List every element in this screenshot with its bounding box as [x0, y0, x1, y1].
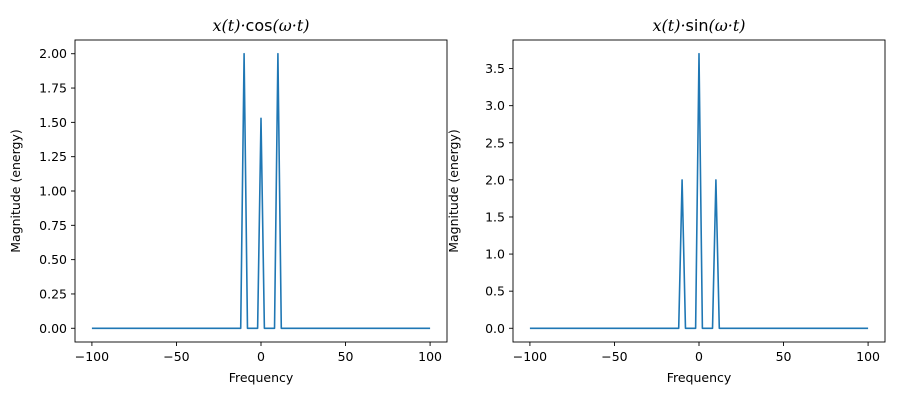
chart-title: x(t)·cos(ω·t): [213, 16, 310, 35]
y-tick-label: 0.50: [39, 252, 67, 267]
y-tick-label: 0.0: [485, 321, 505, 336]
series-line: [91, 52, 431, 330]
chart-panel-1: −100 −50 0 50 100 0.00 0.25 0.50 0.75 1.00 1.25 1.5…: [8, 16, 448, 385]
x-tick-label: 0: [695, 349, 703, 364]
y-tick-label: 2.00: [39, 46, 67, 61]
y-tick-label: 2.5: [485, 135, 505, 150]
x-tick-label: 100: [856, 349, 880, 364]
x-tick-label: 100: [418, 349, 442, 364]
y-tick-label: 3.5: [485, 61, 505, 76]
y-tick-label: 3.0: [485, 98, 505, 113]
x-tick-label: −50: [163, 349, 189, 364]
y-axis-label: Magnitude (energy): [446, 129, 461, 253]
y-tick-label: 1.5: [485, 209, 505, 224]
series-line: [529, 52, 869, 330]
x-axis-label: Frequency: [667, 370, 732, 385]
x-tick-label: −100: [513, 349, 547, 364]
y-tick-label: 1.0: [485, 247, 505, 262]
y-tick-label: 2.0: [485, 172, 505, 187]
x-tick-label: −100: [75, 349, 109, 364]
y-tick-label: 1.75: [39, 81, 67, 96]
x-tick-label: 50: [338, 349, 354, 364]
chart-panel-2: −100 −50 0 50 100 0.0 0.5 1.0 1.5 2.0 2.5 3.0 3.5 Fre…: [446, 16, 886, 385]
y-tick-label: 0.25: [39, 286, 67, 301]
y-tick-label: 1.00: [39, 184, 67, 199]
x-tick-label: 50: [776, 349, 792, 364]
y-axis-label: Magnitude (energy): [8, 129, 23, 253]
y-tick-label: 1.50: [39, 115, 67, 130]
y-tick-label: 0.75: [39, 218, 67, 233]
chart-title: x(t)·sin(ω·t): [653, 16, 746, 35]
x-tick-label: 0: [257, 349, 265, 364]
y-tick-label: 1.25: [39, 149, 67, 164]
x-tick-label: −50: [601, 349, 627, 364]
x-axis-label: Frequency: [229, 370, 294, 385]
y-tick-label: 0.5: [485, 284, 505, 299]
y-tick-label: 0.00: [39, 321, 67, 336]
